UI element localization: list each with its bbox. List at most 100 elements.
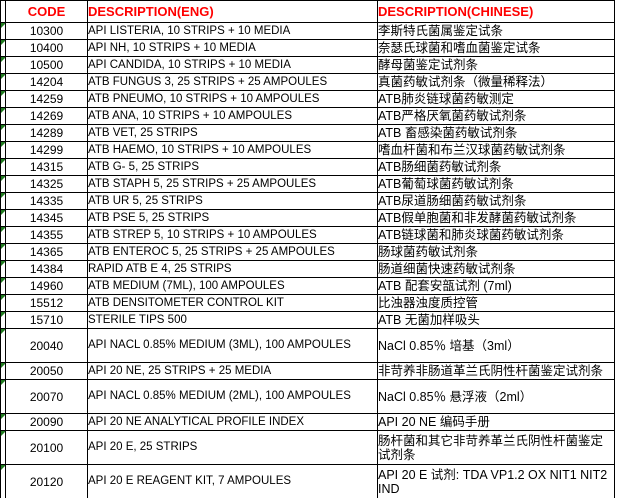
eng-description-cell: ATB ANA, 10 STRIPS + 10 AMPOULES [87,107,378,125]
eng-description-cell: ATB STREP 5, 10 STRIPS + 10 AMPOULES [87,226,378,244]
eng-description-cell: RAPID ATB E 4, 25 STRIPS [87,260,378,278]
error-indicator-icon [1,108,5,113]
error-indicator-icon [1,193,5,198]
code-cell: 14365 [5,243,88,261]
eng-description-cell: API 20 NE ANALYTICAL PROFILE INDEX [87,413,378,431]
code-cell: 20040 [5,328,88,363]
code-cell: 14384 [5,260,88,278]
chinese-description-cell: ATB假单胞菌和非发酵菌药敏试剂条 [377,209,615,227]
row-indicator-cell [0,192,6,210]
row-indicator-cell [0,328,6,363]
error-indicator-icon [1,329,5,334]
row-indicator-cell [0,362,6,380]
table-row: 14204 ATB FUNGUS 3, 25 STRIPS + 25 AMPOU… [0,73,615,91]
code-cell: 14325 [5,175,88,193]
chinese-description-cell: 比浊器浊度质控管 [377,294,615,312]
error-indicator-icon [1,57,5,62]
error-indicator-icon [1,159,5,164]
code-cell: 14289 [5,124,88,142]
code-cell: 20100 [5,430,88,465]
eng-description-cell: ATB ENTEROC 5, 25 STRIPS + 25 AMPOULES [87,243,378,261]
chinese-description-cell: 奈瑟氏球菌和嗜血菌鉴定试条 [377,39,615,57]
code-cell: 14335 [5,192,88,210]
error-indicator-icon [1,431,5,436]
header-code: CODE [5,0,88,23]
table-row: 10500 API CANDIDA, 10 STRIPS + 10 MEDIA … [0,56,615,74]
error-indicator-icon [1,210,5,215]
chinese-description-cell: 非苛养非肠道革兰氏阴性杆菌鉴定试剂条 [377,362,615,380]
code-cell: 14355 [5,226,88,244]
eng-description-cell: ATB UR 5, 25 STRIPS [87,192,378,210]
table-body: 10300 API LISTERIA, 10 STRIPS + 10 MEDIA… [0,22,615,498]
code-cell: 20090 [5,413,88,431]
error-indicator-icon [1,295,5,300]
eng-description-cell: ATB FUNGUS 3, 25 STRIPS + 25 AMPOULES [87,73,378,91]
table-row: 20100 API 20 E, 25 STRIPS 肠杆菌和其它非苛养革兰氏阴性… [0,430,615,465]
error-indicator-icon [1,23,5,28]
row-indicator-cell [0,311,6,329]
eng-description-cell: API NH, 10 STRIPS + 10 MEDIA [87,39,378,57]
chinese-description-cell: 李斯特氏菌属鉴定试条 [377,22,615,40]
table-row: 14259 ATB PNEUMO, 10 STRIPS + 10 AMPOULE… [0,90,615,108]
code-cell: 14299 [5,141,88,159]
error-indicator-icon [1,40,5,45]
chinese-description-cell: ATB肠细菌药敏试剂条 [377,158,615,176]
chinese-description-cell: ATB 无菌加样吸头 [377,311,615,329]
code-cell: 10500 [5,56,88,74]
error-indicator-icon [1,244,5,249]
row-indicator-cell [0,39,6,57]
table-row: 20050 API 20 NE, 25 STRIPS + 25 MEDIA 非苛… [0,362,615,380]
header-description-eng: DESCRIPTION(ENG) [87,0,378,23]
table-row: 15710 STERILE TIPS 500 ATB 无菌加样吸头 [0,311,615,329]
row-indicator-cell [0,124,6,142]
table-row: 14315 ATB G- 5, 25 STRIPS ATB肠细菌药敏试剂条 [0,158,615,176]
error-indicator-icon [1,380,5,385]
error-indicator-icon [1,227,5,232]
table-row: 20040 API NACL 0.85% MEDIUM (3ML), 100 A… [0,328,615,363]
row-indicator-cell [0,56,6,74]
error-indicator-icon [1,142,5,147]
table-row: 14289 ATB VET, 25 STRIPS ATB 畜感染菌药敏试剂条 [0,124,615,142]
row-indicator-cell [0,107,6,125]
chinese-description-cell: NaCl 0.85％ 培基（3ml） [377,328,615,363]
eng-description-cell: STERILE TIPS 500 [87,311,378,329]
error-indicator-icon [1,125,5,130]
table-row: 20090 API 20 NE ANALYTICAL PROFILE INDEX… [0,413,615,431]
eng-description-cell: API NACL 0.85% MEDIUM (2ML), 100 AMPOULE… [87,379,378,414]
error-indicator-icon [1,91,5,96]
code-cell: 14204 [5,73,88,91]
eng-description-cell: API CANDIDA, 10 STRIPS + 10 MEDIA [87,56,378,74]
row-indicator-cell [0,379,6,414]
code-cell: 20050 [5,362,88,380]
chinese-description-cell: API 20 NE 编码手册 [377,413,615,431]
code-cell: 14315 [5,158,88,176]
chinese-description-cell: ATB 畜感染菌药敏试剂条 [377,124,615,142]
code-cell: 15710 [5,311,88,329]
row-indicator-cell [0,22,6,40]
error-indicator-icon [1,176,5,181]
table-row: 10400 API NH, 10 STRIPS + 10 MEDIA 奈瑟氏球菌… [0,39,615,57]
row-indicator-cell [0,277,6,295]
table-row: 20070 API NACL 0.85% MEDIUM (2ML), 100 A… [0,379,615,414]
row-indicator-cell [0,158,6,176]
eng-description-cell: ATB VET, 25 STRIPS [87,124,378,142]
eng-description-cell: API LISTERIA, 10 STRIPS + 10 MEDIA [87,22,378,40]
row-indicator-cell [0,243,6,261]
eng-description-cell: ATB MEDIUM (7ML), 100 AMPOULES [87,277,378,295]
eng-description-cell: API 20 NE, 25 STRIPS + 25 MEDIA [87,362,378,380]
eng-description-cell: ATB HAEMO, 10 STRIPS + 10 AMPOULES [87,141,378,159]
chinese-description-cell: 酵母菌鉴定试剂条 [377,56,615,74]
table-row: 14384 RAPID ATB E 4, 25 STRIPS 肠道细菌快速药敏试… [0,260,615,278]
eng-description-cell: ATB STAPH 5, 25 STRIPS + 25 AMPOULES [87,175,378,193]
table-row: 14960 ATB MEDIUM (7ML), 100 AMPOULES ATB… [0,277,615,295]
row-indicator-cell [0,73,6,91]
error-indicator-icon [1,74,5,79]
eng-description-cell: ATB PSE 5, 25 STRIPS [87,209,378,227]
chinese-description-cell: ATB尿道肠细菌药敏试剂条 [377,192,615,210]
table-row: 14325 ATB STAPH 5, 25 STRIPS + 25 AMPOUL… [0,175,615,193]
code-cell: 10400 [5,39,88,57]
header-row: CODE DESCRIPTION(ENG) DESCRIPTION(CHINES… [0,0,615,23]
table-row: 14365 ATB ENTEROC 5, 25 STRIPS + 25 AMPO… [0,243,615,261]
table-row: 14299 ATB HAEMO, 10 STRIPS + 10 AMPOULES… [0,141,615,159]
